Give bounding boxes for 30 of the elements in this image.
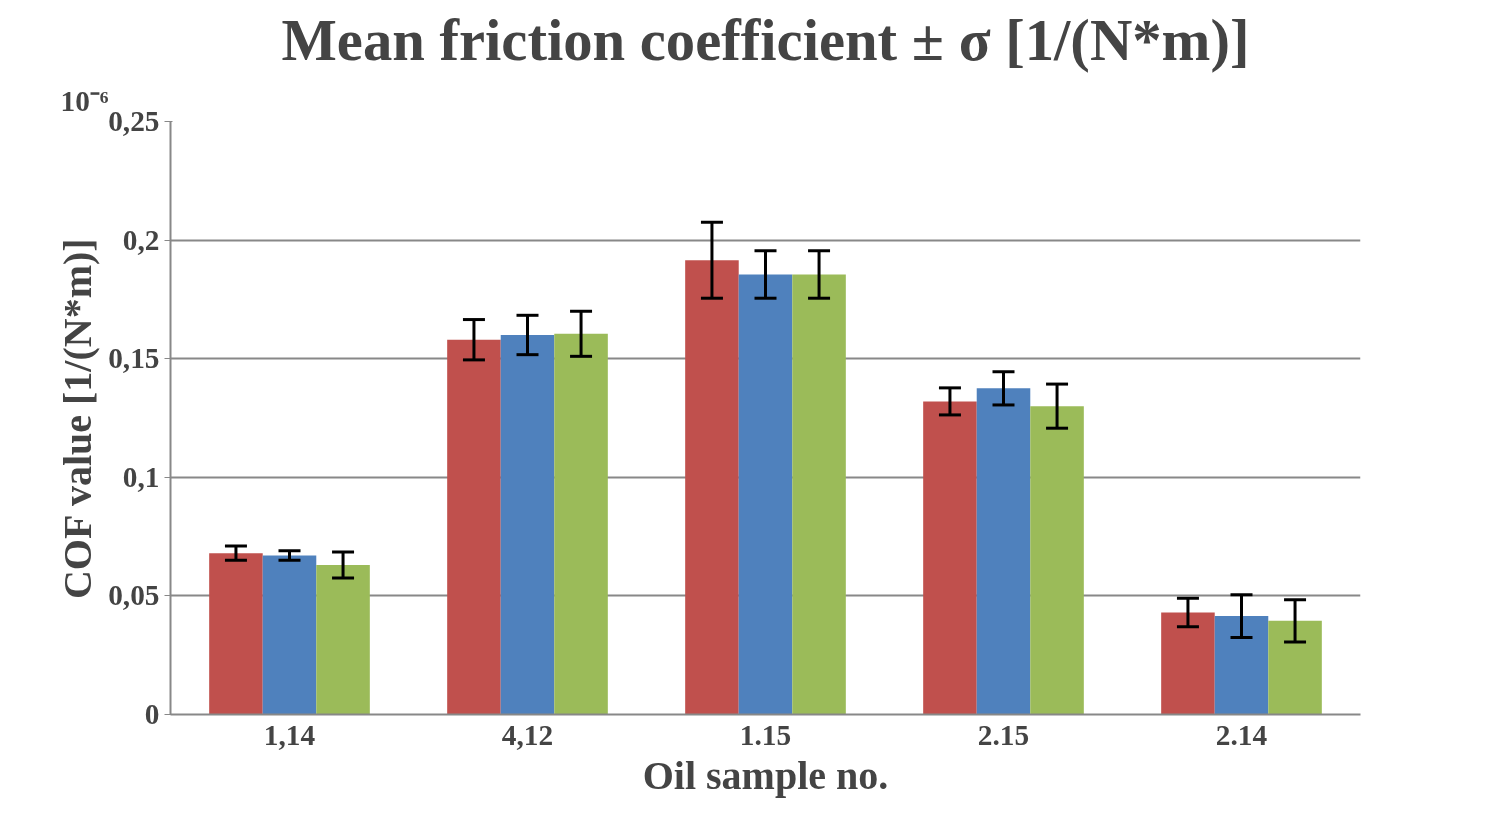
bar: [316, 565, 370, 715]
bar: [447, 339, 501, 715]
bar: [554, 333, 608, 715]
bar: [1030, 406, 1084, 715]
x-tick-label: 1,14: [263, 718, 316, 751]
y-tick-label: 0,2: [122, 223, 160, 256]
bar: [976, 388, 1031, 715]
x-tick-label: 4,12: [501, 718, 554, 751]
bar: [262, 555, 317, 715]
bar: [792, 274, 846, 715]
y-tick-label: 0,1: [122, 460, 160, 493]
bar: [1214, 616, 1269, 715]
x-axis-title: Oil sample no.: [642, 752, 889, 798]
y-tick-label: 0,05: [108, 579, 160, 612]
x-tick-label: 1.15: [739, 718, 792, 751]
bar: [500, 334, 555, 715]
y-axis-title: COF value [1/(N*m)]: [55, 238, 101, 600]
y-tick-label: 0: [144, 698, 160, 730]
y-tick-label: 0,15: [108, 342, 160, 375]
bar: [738, 274, 793, 715]
bar: [1268, 620, 1322, 715]
bar: [209, 553, 263, 715]
bar: [1161, 612, 1215, 715]
text: 10⁻⁶: [60, 84, 109, 117]
x-tick-label: 2.15: [977, 718, 1030, 751]
y-tick-label: 0,25: [108, 105, 160, 137]
chart-title: Mean friction coefficient ± σ [1/(N*m)]: [281, 7, 1250, 73]
bar: [685, 260, 739, 715]
x-tick-label: 2.14: [1215, 718, 1268, 751]
bar: [923, 401, 977, 715]
